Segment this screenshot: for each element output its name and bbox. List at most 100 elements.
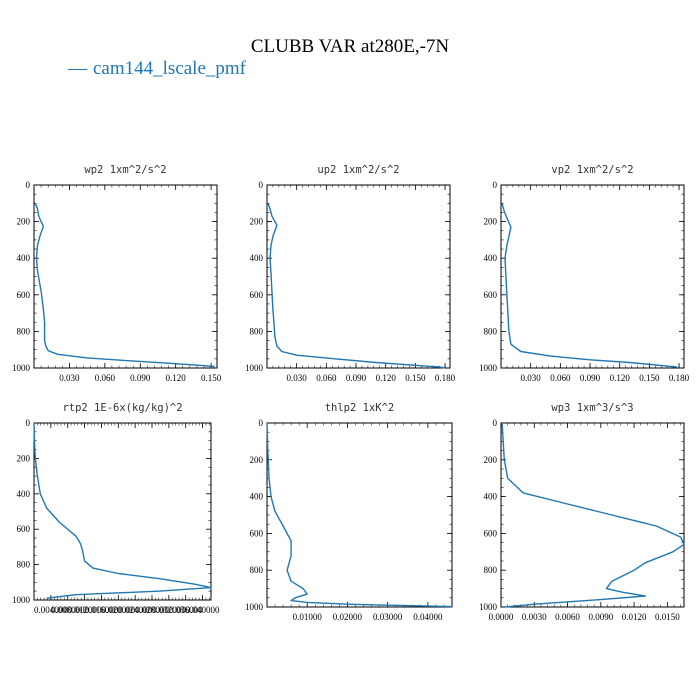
y-tick-label: 800 xyxy=(17,326,31,336)
x-tick-label: 0.02000 xyxy=(333,612,363,622)
subplot-title: wp2 1xm^2/s^2 xyxy=(84,164,166,176)
y-tick-label: 1000 xyxy=(12,363,31,373)
subplot-3: vp2 1xm^2/s^2 0 200 400 600 800 1000 0.030 0.060… xyxy=(479,164,690,383)
x-tick-label: 0.0120 xyxy=(622,612,647,622)
x-tick-label: 0.060 xyxy=(550,373,571,383)
x-tick-label: 0.150 xyxy=(201,373,222,383)
series-line xyxy=(267,203,446,369)
legend-label: cam144_lscale_pmf xyxy=(93,58,247,79)
x-tick-label: 0.090 xyxy=(580,373,601,383)
y-tick-label: 800 xyxy=(250,565,264,575)
x-tick-label: 0.180 xyxy=(435,373,456,383)
x-tick-label: 0.03000 xyxy=(373,612,403,622)
axes-frame xyxy=(500,184,685,369)
series-line xyxy=(266,422,453,608)
x-tick-label: 0.01000 xyxy=(293,612,323,622)
x-tick-label: 0.0030 xyxy=(522,612,547,622)
subplot-title: wp3 1xm^3/s^3 xyxy=(551,402,633,414)
axes-frame xyxy=(500,422,685,608)
legend-line-icon: — xyxy=(68,58,87,79)
subplot-2: up2 1xm^2/s^2 0 200 400 600 800 1000 0.030 0.060… xyxy=(245,164,456,383)
y-tick-label: 400 xyxy=(17,489,31,499)
legend: — cam144_lscale_pmf xyxy=(68,58,246,80)
x-tick-label: 0.030 xyxy=(287,373,308,383)
y-tick-label: 1000 xyxy=(479,602,498,612)
series-line xyxy=(34,203,215,368)
x-tick-label: 0.004000 xyxy=(34,605,68,615)
subplot-4: rtp2 1E-6x(kg/kg)^2020040060080010000.00… xyxy=(12,402,220,615)
x-tick-label: 0.032000 xyxy=(152,605,186,615)
x-tick-label: 0.180 xyxy=(669,373,690,383)
y-tick-label: 0 xyxy=(493,418,498,428)
y-tick-label: 800 xyxy=(17,560,31,570)
x-tick-label: 0.060 xyxy=(316,373,337,383)
subplot-title: vp2 1xm^2/s^2 xyxy=(551,164,633,176)
x-tick-label: 0.008000 xyxy=(51,605,85,615)
axes-frame xyxy=(266,184,451,369)
y-tick-label: 1000 xyxy=(245,602,264,612)
y-tick-label: 200 xyxy=(250,455,264,465)
x-tick-label: 0.04000 xyxy=(413,612,443,622)
x-tick-label: 0.0060 xyxy=(555,612,580,622)
y-tick-label: 200 xyxy=(250,217,264,227)
x-tick-label: 0.0150 xyxy=(655,612,680,622)
series-line xyxy=(501,422,685,608)
series-line xyxy=(33,422,212,599)
y-tick-label: 600 xyxy=(17,290,31,300)
x-tick-label: 0.024000 xyxy=(118,605,152,615)
figure-title: CLUBB VAR at280E,-7N xyxy=(250,36,450,57)
x-tick-label: 0.028000 xyxy=(135,605,169,615)
x-tick-label: 0.150 xyxy=(405,373,426,383)
y-tick-label: 800 xyxy=(484,565,498,575)
y-tick-label: 1000 xyxy=(12,595,31,605)
subplot-title: up2 1xm^2/s^2 xyxy=(317,164,399,176)
y-tick-label: 600 xyxy=(250,528,264,538)
y-tick-label: 600 xyxy=(484,528,498,538)
y-tick-label: 400 xyxy=(484,253,498,263)
x-tick-label: 0.0000 xyxy=(489,612,514,622)
x-tick-label: 0.020000 xyxy=(101,605,135,615)
x-tick-label: 0.030 xyxy=(59,373,80,383)
x-tick-label: 0.036000 xyxy=(169,605,203,615)
x-tick-label: 0.012000 xyxy=(68,605,102,615)
x-tick-label: 0.016000 xyxy=(85,605,119,615)
subplot-5: thlp2 1xK^2 0 200 400 600 800 1000 0.01000 0.020… xyxy=(245,402,453,622)
x-tick-label: 0.090 xyxy=(130,373,151,383)
subplot-title: rtp2 1E-6x(kg/kg)^2 xyxy=(62,402,182,414)
axes-frame xyxy=(266,422,453,608)
y-tick-label: 800 xyxy=(250,326,264,336)
x-tick-label: 0.090 xyxy=(346,373,367,383)
y-tick-label: 0 xyxy=(493,180,498,190)
y-tick-label: 400 xyxy=(250,492,264,502)
y-tick-label: 0 xyxy=(259,418,264,428)
x-tick-label: 0.150 xyxy=(639,373,660,383)
y-tick-label: 400 xyxy=(484,492,498,502)
y-tick-label: 0 xyxy=(26,180,31,190)
x-tick-label: 0.120 xyxy=(376,373,397,383)
y-tick-label: 1000 xyxy=(479,363,498,373)
axes-frame xyxy=(33,184,218,369)
x-tick-label: 0.060 xyxy=(95,373,116,383)
y-tick-label: 600 xyxy=(484,290,498,300)
y-tick-label: 0 xyxy=(259,180,264,190)
y-tick-label: 400 xyxy=(17,253,31,263)
y-tick-label: 200 xyxy=(17,453,31,463)
y-tick-label: 400 xyxy=(250,253,264,263)
series-line xyxy=(501,203,678,368)
y-tick-label: 1000 xyxy=(245,363,264,373)
subplot-1: wp2 1xm^2/s^2 0 200 400 600 800 1000 0.030 0.060… xyxy=(12,164,222,383)
x-tick-label: 0.040000 xyxy=(186,605,220,615)
y-tick-label: 200 xyxy=(484,217,498,227)
y-tick-label: 200 xyxy=(17,217,31,227)
y-tick-label: 600 xyxy=(250,290,264,300)
y-tick-label: 200 xyxy=(484,455,498,465)
x-tick-label: 0.120 xyxy=(610,373,631,383)
subplot-title: thlp2 1xK^2 xyxy=(325,402,395,414)
x-tick-label: 0.0090 xyxy=(588,612,613,622)
y-tick-label: 600 xyxy=(17,524,31,534)
x-tick-label: 0.030 xyxy=(521,373,542,383)
x-tick-label: 0.120 xyxy=(166,373,187,383)
y-tick-label: 0 xyxy=(26,418,31,428)
